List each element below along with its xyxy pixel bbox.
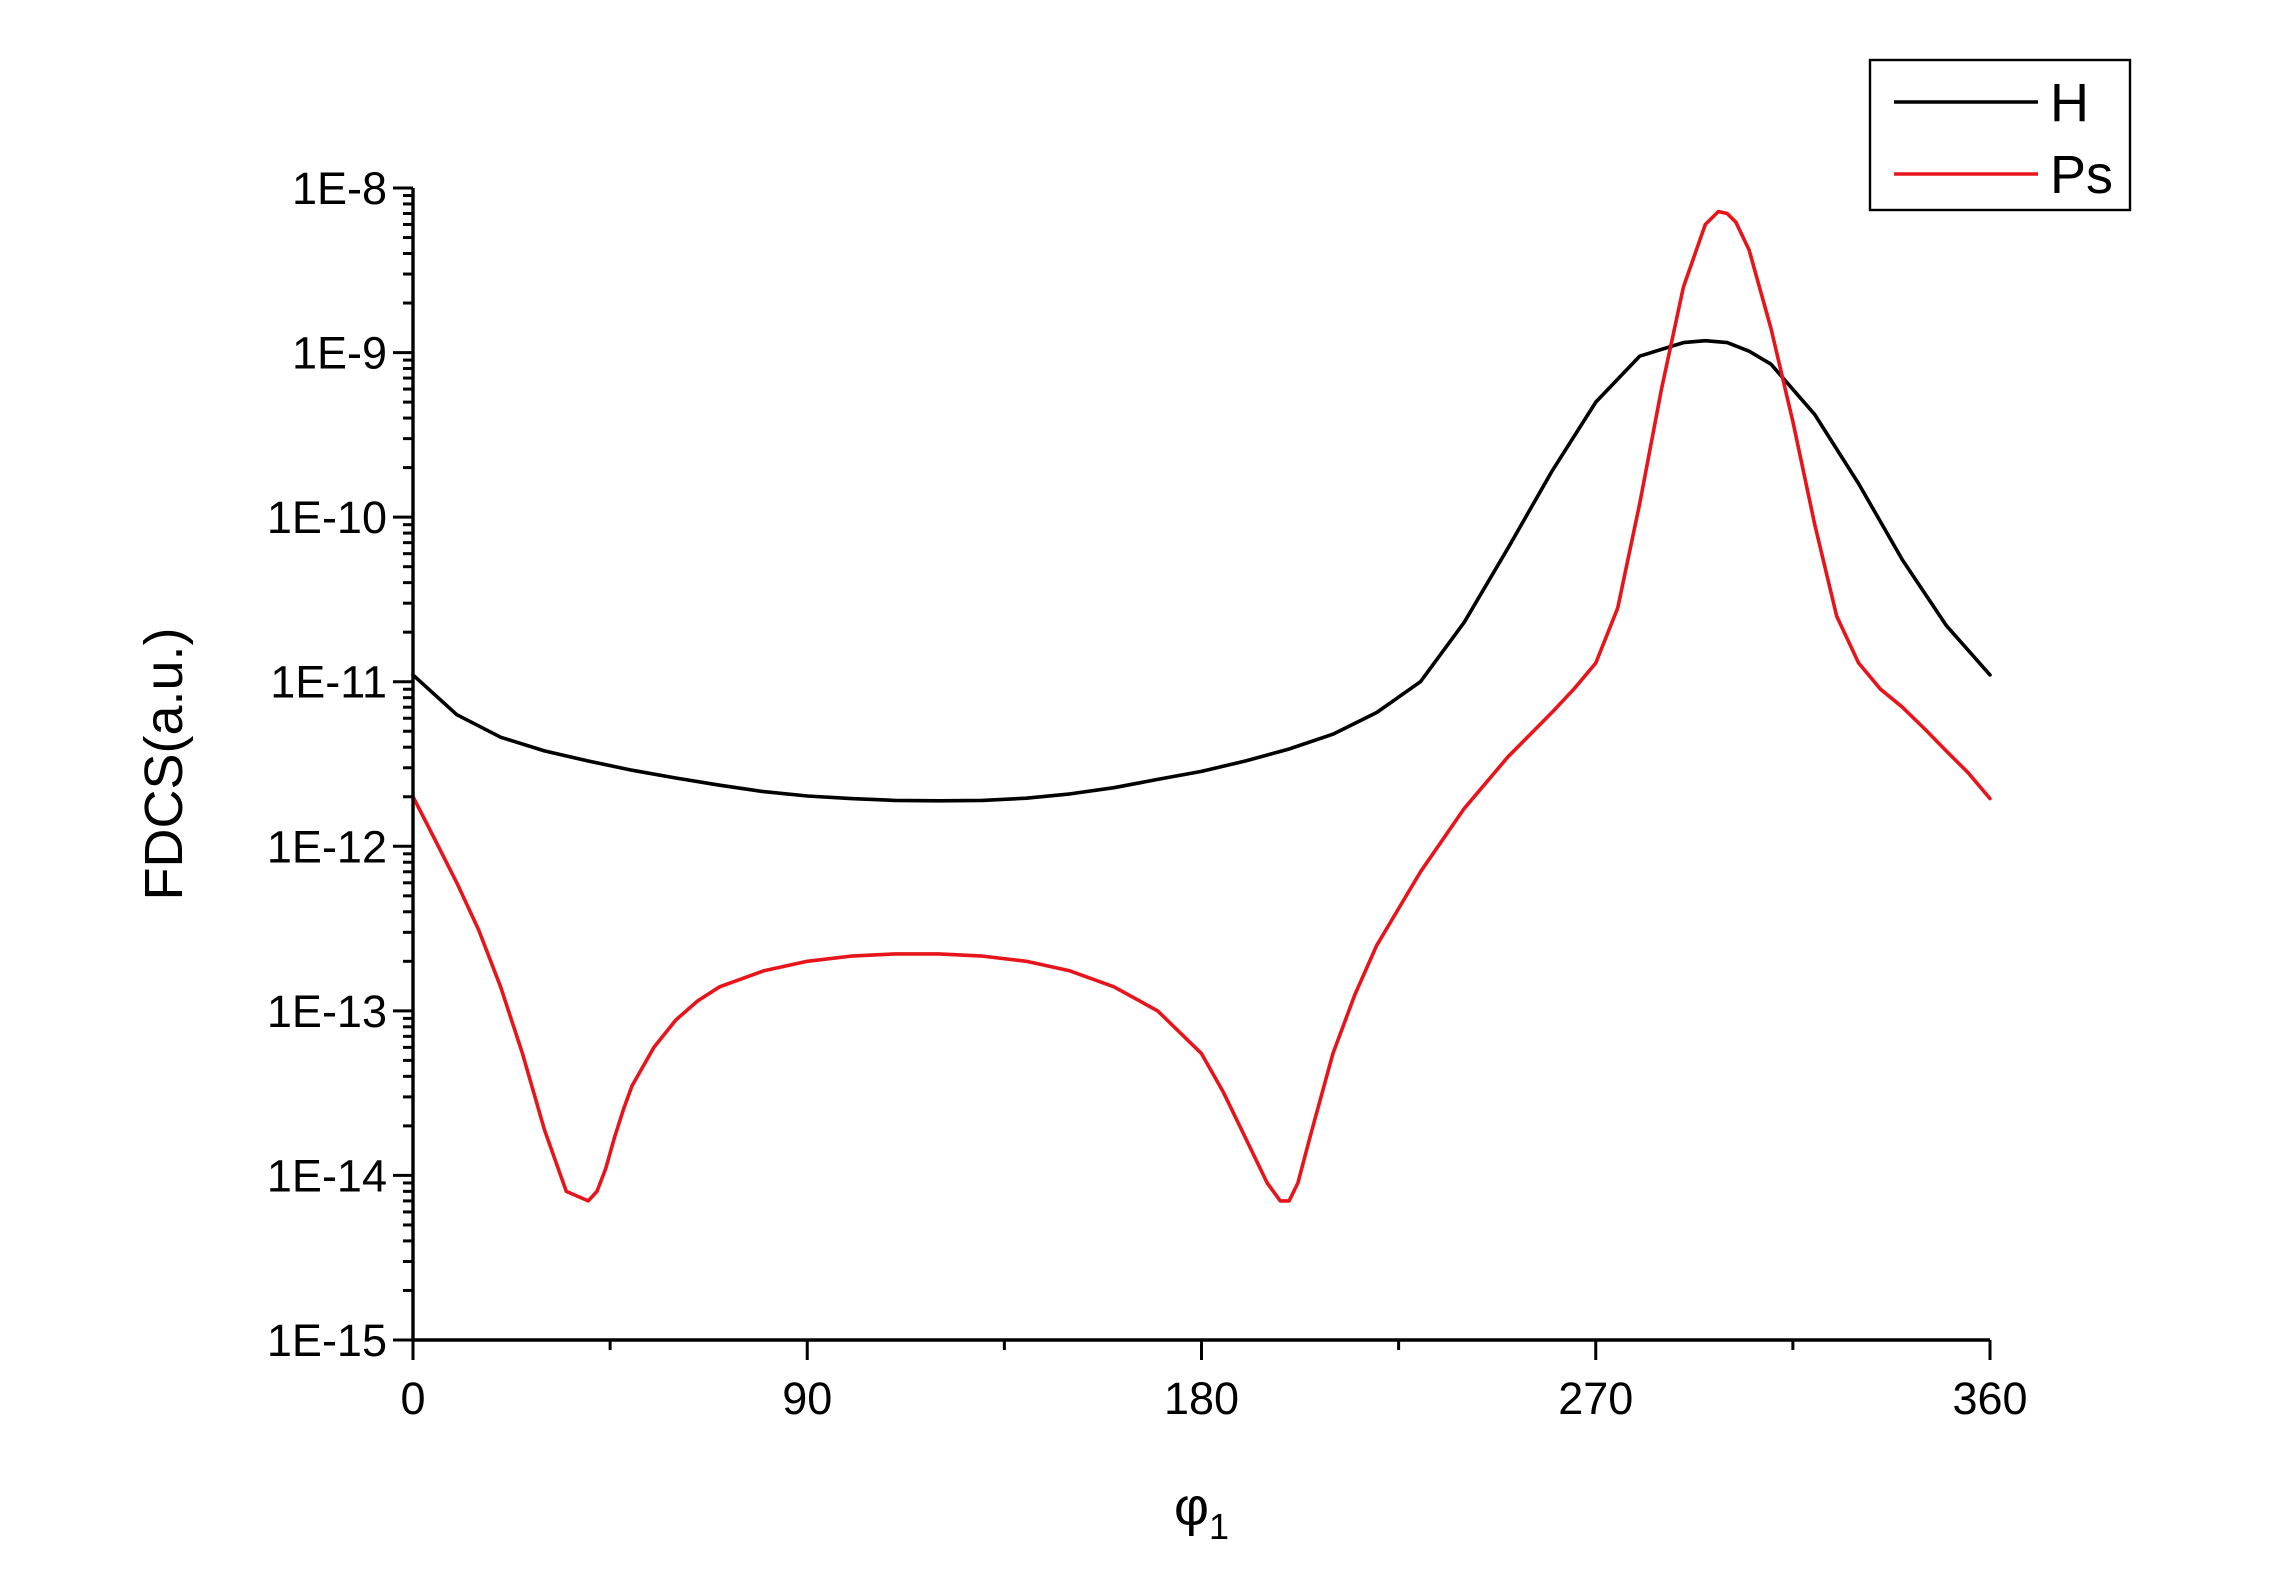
x-tick-label: 270 [1558,1373,1633,1424]
x-axis-title-main: φ [1174,1477,1209,1537]
legend-box [1868,58,2132,212]
x-tick-label: 0 [400,1373,425,1424]
series-line-h [411,338,1992,803]
y-tick-label: 1E-11 [270,657,387,708]
axes: 1E-15 1E-14 1E-13 1E-12 1E-11 1E-10 1E-9 1E-8 0… [267,163,2028,1424]
x-axis-title-subscript: 1 [1209,1506,1229,1547]
y-tick-label: 1E-9 [292,328,387,379]
legend-label-h: H [2050,73,2089,133]
legend-label-ps: Ps [2050,145,2113,205]
x-tick-label: 90 [782,1373,832,1424]
x-ticks: 0 90 180 270 360 [400,1340,2028,1424]
y-tick-label: 1E-10 [267,492,387,543]
legend: H Ps [1868,58,2132,212]
y-tick-label: 1E-8 [292,163,387,214]
x-tick-label: 180 [1164,1373,1239,1424]
y-axis-title: FDCS(a.u.) [134,627,194,900]
x-axis-title: φ1 [1174,1477,1229,1547]
y-tick-label: 1E-12 [267,821,387,872]
series-layer [411,209,1992,1203]
series-line-ps [411,209,1992,1203]
y-tick-label: 1E-14 [267,1150,387,1201]
y-tick-label: 1E-15 [267,1315,387,1366]
x-tick-label: 360 [1952,1373,2027,1424]
y-tick-label: 1E-13 [267,986,387,1037]
y-ticks: 1E-15 1E-14 1E-13 1E-12 1E-11 1E-10 1E-9 1E-8 [267,163,413,1366]
